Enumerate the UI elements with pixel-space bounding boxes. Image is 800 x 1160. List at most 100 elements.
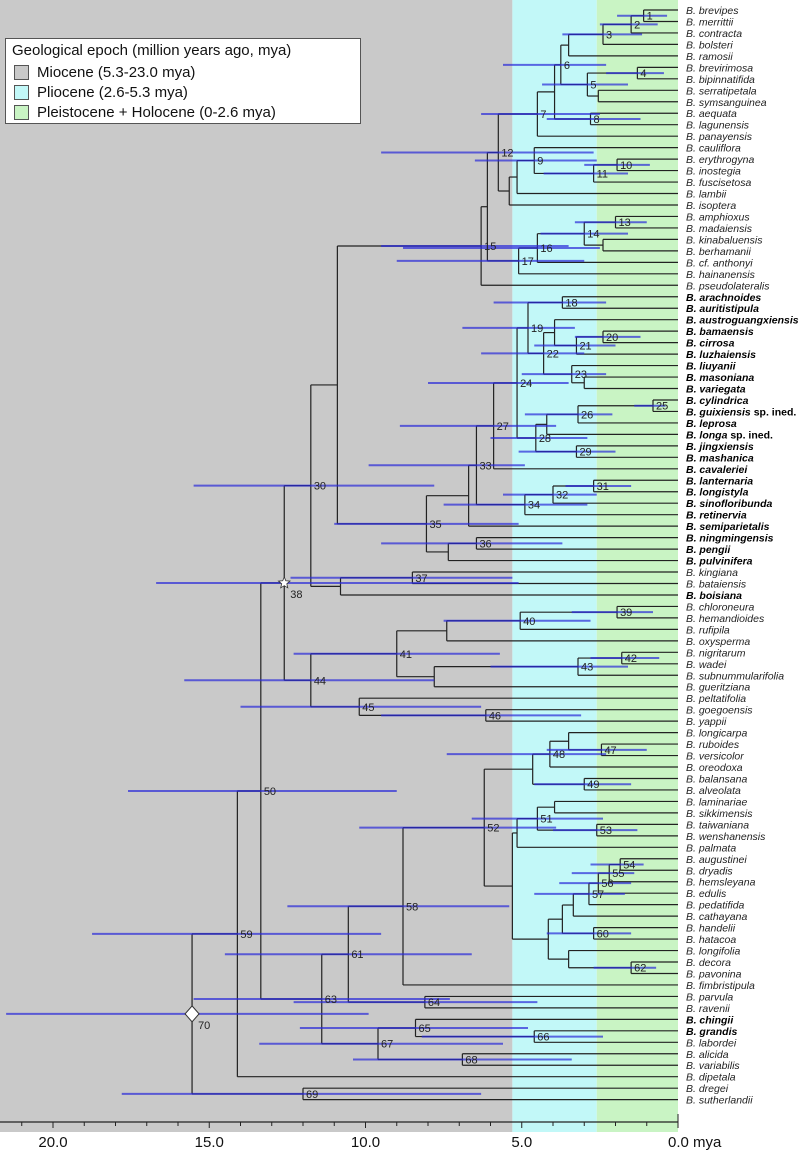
taxon-name: B. pedatifida — [686, 900, 745, 912]
taxon-label: B. cauliflora — [686, 143, 741, 155]
legend-title: Geological epoch (million years ago, mya… — [12, 42, 292, 59]
node-labels: 7059503830151276321548911101716141335332… — [184, 11, 668, 1101]
node-label-57: 57 — [592, 889, 604, 901]
node-label-55: 55 — [612, 868, 624, 880]
taxon-name: B. luzhaiensis — [686, 349, 756, 361]
taxon-name: B. cirrosa — [686, 338, 735, 350]
taxon-label: B. berhamanii — [686, 246, 751, 258]
taxon-label: B. fimbristipula — [686, 980, 755, 992]
taxon-label: B. ningmingensis — [686, 533, 774, 545]
taxon-name: B. longistyla — [686, 487, 749, 499]
taxon-label: B. palmata — [686, 842, 736, 854]
node-label-40: 40 — [523, 616, 535, 628]
taxon-label: B. edulis — [686, 888, 727, 900]
node-label-32: 32 — [556, 490, 568, 502]
taxon-label: B. luzhaiensis — [686, 349, 756, 361]
axis-tick-label: 15.0 — [195, 1134, 224, 1151]
legend-item-pleistocene: Pleistocene + Holocene (0-2.6 mya) — [12, 102, 354, 122]
taxon-name: B. variabilis — [686, 1060, 740, 1072]
taxon-name: B. fuscisetosa — [686, 177, 752, 189]
node-label-52: 52 — [487, 823, 499, 835]
taxon-label: B. kingiana — [686, 567, 738, 579]
node-label-31: 31 — [597, 481, 609, 493]
taxon-label: B. boisiana — [686, 590, 742, 602]
node-label-24: 24 — [520, 378, 532, 390]
node-label-34: 34 — [528, 500, 540, 512]
taxon-name: B. augustinei — [686, 854, 747, 866]
taxon-name: B. decora — [686, 957, 731, 969]
taxon-label: B. cavaleriei — [686, 464, 748, 476]
taxon-label: B. grandis — [686, 1026, 738, 1038]
taxon-name: B. bataiensis — [686, 579, 747, 591]
node-label-13: 13 — [619, 217, 631, 229]
taxon-name: B. aequata — [686, 108, 737, 120]
taxon-name: B. mashanica — [686, 452, 754, 464]
taxon-name: B. cylindrica — [686, 395, 749, 407]
node-label-65: 65 — [419, 1023, 431, 1035]
node-label-54: 54 — [623, 860, 635, 872]
taxon-name: B. symsanguinea — [686, 97, 767, 109]
taxon-name: B. hatacoa — [686, 934, 736, 946]
node-label-41: 41 — [400, 649, 412, 661]
taxon-label: B. oxysperma — [686, 636, 750, 648]
taxon-label: B. yappii — [686, 716, 727, 728]
taxon-label: B. variabilis — [686, 1060, 740, 1072]
taxon-suffix: sp. ined. — [727, 429, 773, 441]
node-label-30: 30 — [314, 481, 326, 493]
taxon-name: B. cauliflora — [686, 143, 741, 155]
taxon-label: B. panayensis — [686, 131, 753, 143]
taxon-name: B. edulis — [686, 888, 727, 900]
taxon-name: B. chloroneura — [686, 601, 754, 613]
taxon-name: B. brevipes — [686, 5, 739, 17]
node-label-43: 43 — [581, 662, 593, 674]
taxon-name: B. sinofloribunda — [686, 498, 772, 510]
taxon-label: B. masoniana — [686, 372, 754, 384]
node-label-12: 12 — [501, 148, 513, 160]
taxon-label: B. leprosa — [686, 418, 737, 430]
taxon-name: B. serratipetala — [686, 85, 757, 97]
taxon-name: B. gueritziana — [686, 682, 750, 694]
taxon-name: B. longa — [686, 429, 728, 441]
taxon-name: B. balansana — [686, 773, 747, 785]
taxon-name: B. lanternaria — [686, 475, 753, 487]
taxon-label: B. augustinei — [686, 854, 747, 866]
taxon-label: B. lanternaria — [686, 475, 753, 487]
taxon-name: B. merrittii — [686, 16, 734, 28]
taxon-label: B. symsanguinea — [686, 97, 767, 109]
node-label-19: 19 — [531, 323, 543, 335]
node-label-64: 64 — [428, 997, 440, 1009]
node-label-35: 35 — [429, 519, 441, 531]
node-label-69: 69 — [306, 1089, 318, 1101]
taxon-name: B. hainanensis — [686, 269, 756, 281]
taxon-name: B. lambii — [686, 189, 727, 201]
node-label-3: 3 — [606, 29, 612, 41]
node-label-39: 39 — [620, 607, 632, 619]
legend: Geological epoch (million years ago, mya… — [5, 38, 361, 124]
taxon-label: B. decora — [686, 957, 731, 969]
taxon-name: B. ramosii — [686, 51, 733, 63]
node-label-59: 59 — [240, 929, 252, 941]
taxon-label: B. kinabaluensis — [686, 234, 763, 246]
taxon-label: B. cathayana — [686, 911, 747, 923]
taxon-label: B. pengii — [686, 544, 731, 556]
node-label-26: 26 — [581, 409, 593, 421]
node-label-18: 18 — [565, 297, 577, 309]
hpd-bars — [6, 14, 668, 1095]
taxon-label: B. auritistipula — [686, 303, 759, 315]
taxon-name: B. pulvinifera — [686, 556, 753, 568]
taxon-label: B. pavonina — [686, 968, 742, 980]
node-label-11: 11 — [597, 168, 608, 180]
node-label-33: 33 — [479, 460, 491, 472]
taxon-name: B. isoptera — [686, 200, 736, 212]
taxon-label: B. taiwaniana — [686, 819, 749, 831]
taxon-name: B. alicida — [686, 1049, 729, 1061]
pleistocene-band — [596, 0, 678, 1132]
taxon-name: B. laminariae — [686, 796, 747, 808]
taxon-name: B. sutherlandii — [686, 1095, 753, 1107]
node-label-53: 53 — [600, 825, 612, 837]
taxon-name: B. versicolor — [686, 751, 744, 763]
taxon-label: B. sinofloribunda — [686, 498, 772, 510]
taxon-label: B. ravenii — [686, 1003, 730, 1015]
taxon-name: B. grandis — [686, 1026, 738, 1038]
